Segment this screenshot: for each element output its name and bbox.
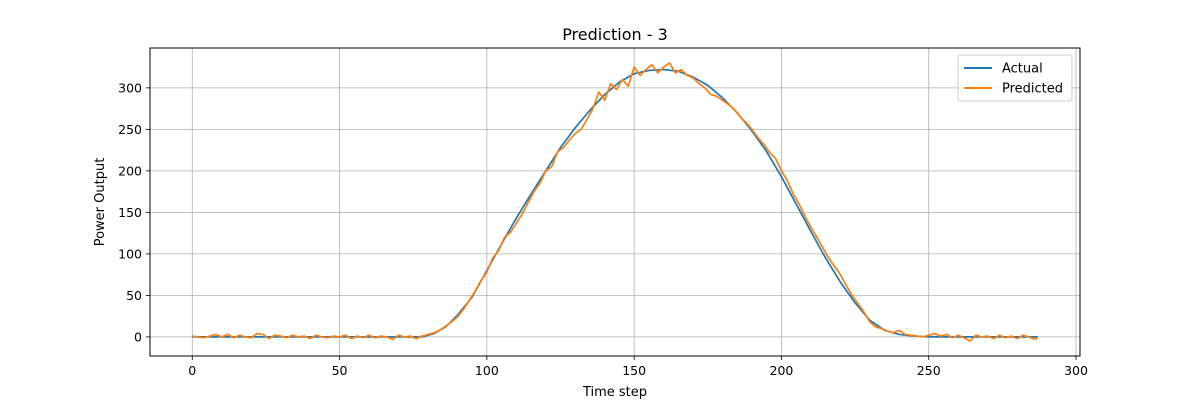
y-tick-label: 300: [118, 80, 142, 95]
y-tick-label: 100: [118, 246, 142, 261]
x-tick-label: 100: [475, 363, 499, 378]
x-tick-label: 300: [1064, 363, 1088, 378]
plot-frame: [149, 47, 1081, 357]
y-tick-label: 250: [118, 122, 142, 137]
x-axis-label: Time step: [582, 385, 647, 400]
y-tick-label: 200: [118, 163, 142, 178]
y-tick-label: 150: [118, 205, 142, 220]
series-group: [192, 62, 1039, 342]
x-tick-label: 150: [622, 363, 646, 378]
y-tick-label: 0: [134, 329, 142, 344]
legend: Actual Predicted: [957, 54, 1073, 102]
x-tick-label: 200: [770, 363, 794, 378]
legend-label-predicted: Predicted: [1002, 82, 1063, 97]
chart-title: Prediction - 3: [562, 25, 668, 44]
x-tick-label: 0: [188, 363, 196, 378]
y-tick-label: 50: [126, 288, 142, 303]
legend-label-actual: Actual: [1002, 62, 1043, 77]
x-tick-label: 250: [917, 363, 941, 378]
series-line-predicted: [192, 62, 1039, 342]
legend-box: [957, 54, 1073, 102]
x-tick-label: 50: [332, 363, 348, 378]
y-axis-label: Power Output: [93, 158, 108, 247]
ticks: 0 50 100 150 200 250 300 0 50 100 150 200 250 300: [118, 80, 1088, 378]
